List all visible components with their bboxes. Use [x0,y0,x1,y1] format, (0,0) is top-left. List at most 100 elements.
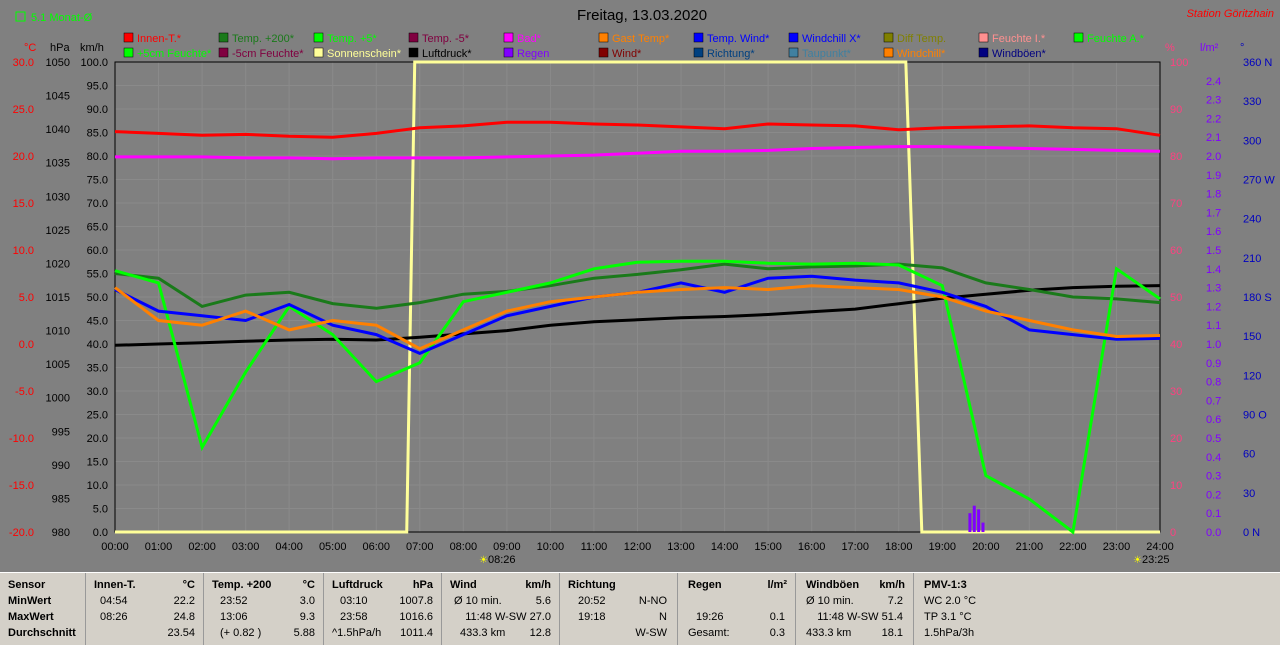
legend-label: Innen-T.* [137,33,182,45]
wind-max-text: 11:48 W-SW 27.0 [465,611,551,623]
legend-swatch [408,32,419,43]
wind-unit: km/h [525,579,551,591]
time-tick-label: 20:00 [972,541,1000,553]
legend-label: Diff Temp. [897,33,946,45]
richtung-max-time: 19:18 [578,611,606,623]
legend-label: Temp. -5* [422,33,470,45]
stats-col-innen: Innen-T. °C 04:54 22.2 08:26 24.8 23.54 [86,573,204,645]
regen-max-time: 19:26 [696,611,724,623]
avg-checkbox-icon[interactable] [15,11,26,22]
pct-tick-label: 100 [1170,57,1188,69]
temp-tick-label: -10.0 [9,433,34,445]
legend-swatch [313,32,324,43]
rain-tick-label: 2.1 [1206,132,1221,144]
temp-max-value: 9.3 [299,611,315,623]
legend-swatch [693,47,704,58]
pct-tick-label: 0 [1170,527,1176,539]
legend-swatch [503,32,514,43]
legend-swatch [978,47,989,58]
pct-tick-label: 40 [1170,339,1182,351]
kmh-tick-label: 85.0 [87,128,108,140]
hpa-tick-label: 1015 [46,292,70,304]
pct-tick-label: 20 [1170,433,1182,445]
series-line [114,284,1161,351]
time-tick-label: 23:00 [1103,541,1131,553]
legend-swatch [978,32,989,43]
kmh-tick-label: 25.0 [87,410,108,422]
time-tick-label: 14:00 [711,541,739,553]
chart-title: Freitag, 13.03.2020 [577,7,707,24]
legend-swatch [218,47,229,58]
axes-group: 100.095.090.085.080.075.070.065.060.055.… [9,57,1275,553]
boeen-max-text: 11:48 W-SW 51.4 [817,611,903,623]
temp-tick-label: -20.0 [9,527,34,539]
sunshine-line [115,60,1160,534]
pct-tick-label: 10 [1170,480,1182,492]
hpa-tick-label: 1040 [46,124,70,136]
wind-min-value: 5.6 [535,595,551,607]
sunset-icon: ☀ [1133,555,1142,566]
legend-swatch [313,47,324,58]
pmv-trend: 1.5hPa/3h [924,627,975,639]
legend-swatch [408,47,419,58]
wind-min-label: Ø 10 min. [454,595,502,607]
legend-label: Wind* [612,48,642,60]
series-line [114,284,1161,347]
rain-tick-label: 1.1 [1206,320,1221,332]
series-line [114,259,1161,535]
kmh-tick-label: 5.0 [93,504,108,516]
pct-unit: % [1165,42,1175,54]
regen-total-value: 0.3 [769,627,785,639]
legend-swatch [218,32,229,43]
avg-label[interactable]: 5.1 Monat-Ø [31,12,93,24]
regen-unit: l/m² [767,579,787,591]
kmh-tick-label: 15.0 [87,457,108,469]
rain-tick-label: 1.9 [1206,170,1221,182]
hpa-tick-label: 1020 [46,258,70,270]
time-tick-label: 00:00 [101,541,129,553]
rain-tick-label: 0.0 [1206,527,1221,539]
rain-tick-label: 1.8 [1206,189,1221,201]
rain-tick-label: 0.6 [1206,414,1221,426]
kmh-tick-label: 90.0 [87,104,108,116]
series-line [114,120,1161,139]
temp-tick-label: 30.0 [13,57,34,69]
row-label-max: MaxWert [8,611,54,623]
time-tick-label: 07:00 [406,541,434,553]
rain-tick-label: 1.4 [1206,264,1221,276]
legend-swatch [883,32,894,43]
sunset-marker: ☀ 23:25 [1133,554,1170,566]
kmh-tick-label: 20.0 [87,433,108,445]
boeen-unit: km/h [879,579,905,591]
rain-series [968,505,985,532]
pct-tick-label: 70 [1170,198,1182,210]
time-tick-label: 17:00 [841,541,869,553]
legend-label: Regen [517,48,549,60]
sunrise-time: 08:26 [488,554,516,566]
rain-tick-label: 1.7 [1206,207,1221,219]
legend-swatch [503,47,514,58]
time-tick-label: 16:00 [798,541,826,553]
legend-swatch [598,47,609,58]
kmh-unit: km/h [80,42,104,54]
time-tick-label: 18:00 [885,541,913,553]
series-line [115,145,1161,161]
hpa-tick-label: 1005 [46,359,70,371]
legend-swatch [788,47,799,58]
rain-tick-label: 1.3 [1206,283,1221,295]
station-name: Station Göritzhain [1187,8,1274,20]
legend-label: Bad* [517,33,542,45]
innen-unit: °C [182,579,195,591]
legend-swatch [598,32,609,43]
pct-tick-label: 60 [1170,245,1182,257]
rain-tick-label: 0.4 [1206,452,1221,464]
sunset-time: 23:25 [1142,554,1170,566]
kmh-tick-label: 10.0 [87,480,108,492]
dir-tick-label: 180 S [1243,292,1272,304]
legend-swatch [123,32,134,43]
hpa-tick-label: 1000 [46,393,70,405]
pct-tick-label: 90 [1170,104,1182,116]
druck-avg-value: 1011.4 [400,627,433,639]
time-tick-label: 02:00 [188,541,216,553]
richtung-min-value: N-NO [638,595,667,607]
